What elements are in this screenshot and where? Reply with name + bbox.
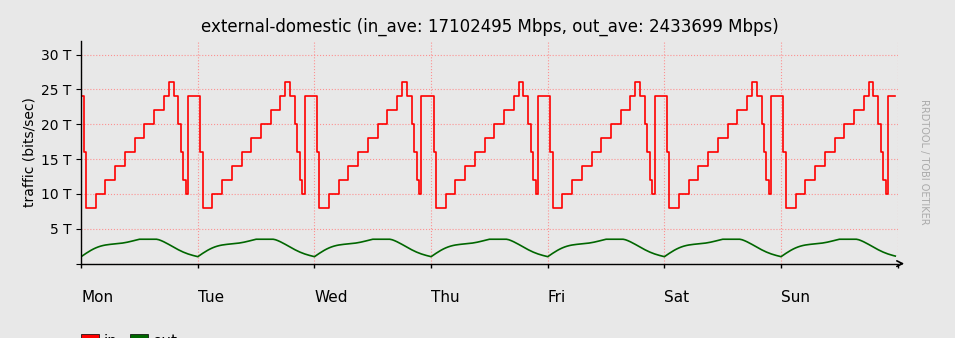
Title: external-domestic (in_ave: 17102495 Mbps, out_ave: 2433699 Mbps): external-domestic (in_ave: 17102495 Mbps… xyxy=(201,18,778,37)
Text: Sat: Sat xyxy=(665,290,690,306)
Text: Thu: Thu xyxy=(431,290,459,306)
Text: Mon: Mon xyxy=(81,290,114,306)
Text: Sun: Sun xyxy=(781,290,810,306)
Legend: in, out: in, out xyxy=(80,334,178,338)
Text: Tue: Tue xyxy=(198,290,223,306)
Text: Wed: Wed xyxy=(314,290,348,306)
Y-axis label: traffic (bits/sec): traffic (bits/sec) xyxy=(23,97,37,207)
Text: RRDTOOL / TOBI OETIKER: RRDTOOL / TOBI OETIKER xyxy=(920,99,929,225)
Text: Fri: Fri xyxy=(548,290,566,306)
